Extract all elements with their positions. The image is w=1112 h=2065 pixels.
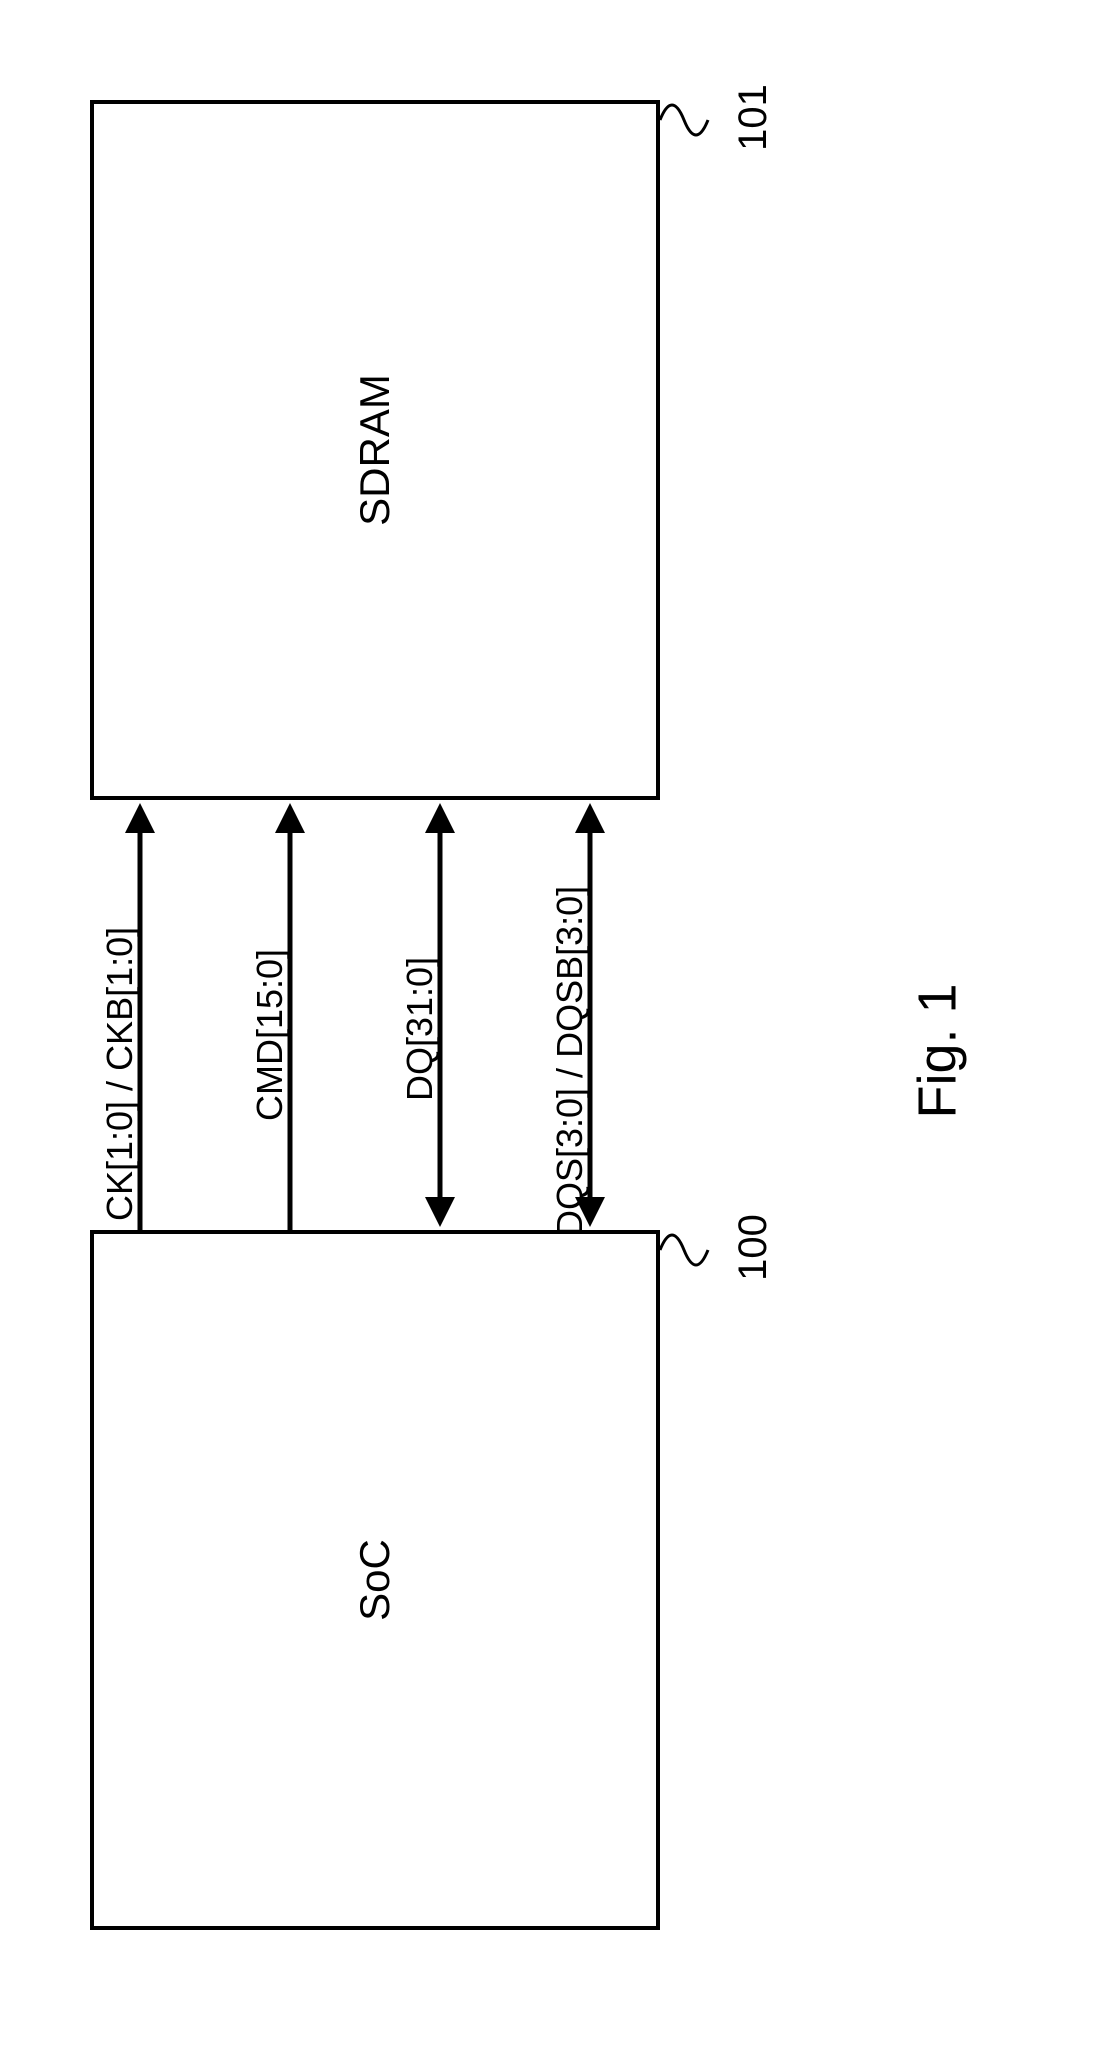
block-sdram-label: SDRAM bbox=[351, 374, 399, 526]
block-sdram: SDRAM bbox=[90, 100, 660, 800]
signal-label-dqs: DQS[3:0] / DQSB[3:0] bbox=[549, 886, 591, 1236]
signal-label-ck: CK[1:0] / CKB[1:0] bbox=[99, 927, 141, 1221]
block-soc-label: SoC bbox=[351, 1539, 399, 1621]
ref-squiggle-sdram bbox=[660, 90, 720, 150]
figure-label: Fig. 1 bbox=[907, 983, 969, 1118]
ref-label-sdram: 101 bbox=[731, 84, 776, 151]
signal-label-cmd: CMD[15:0] bbox=[249, 949, 291, 1121]
block-soc: SoC bbox=[90, 1230, 660, 1930]
ref-squiggle-soc bbox=[660, 1220, 720, 1280]
diagram-container: SDRAM 101 SoC 100 CK[1:0] / CKB[1 bbox=[0, 0, 1112, 2065]
ref-label-soc: 100 bbox=[731, 1214, 776, 1281]
signal-label-dq: DQ[31:0] bbox=[399, 957, 441, 1101]
